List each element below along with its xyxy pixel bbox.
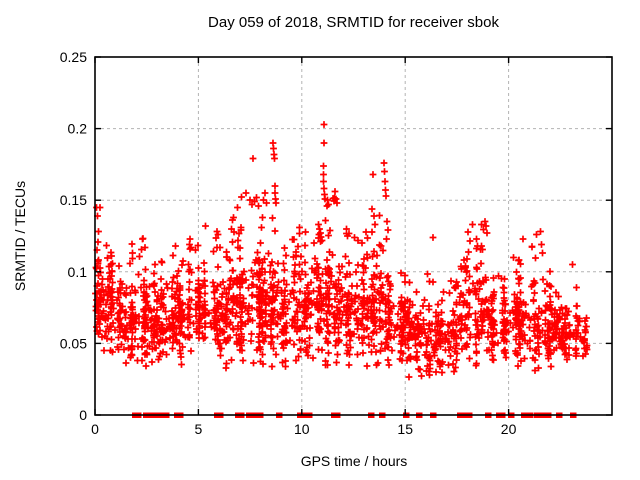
x-tick-label: 15 (397, 421, 413, 437)
x-axis-label: GPS time / hours (300, 453, 408, 469)
y-tick-label: 0.1 (68, 264, 88, 280)
y-axis-label: SRMTID / TECUs (12, 180, 28, 292)
y-tick-label: 0.25 (60, 49, 87, 65)
x-tick-label: 20 (501, 421, 517, 437)
chart-title: Day 059 of 2018, SRMTID for receiver sbo… (208, 14, 499, 31)
zero-value-markers (132, 412, 577, 418)
plot-border (94, 56, 613, 416)
y-tick-label: 0 (79, 407, 87, 423)
y-tick-label: 0.2 (68, 121, 88, 137)
data-points (92, 121, 591, 418)
y-tick-label: 0.15 (60, 192, 87, 208)
axis-ticks: 0 5 10 15 20 0 0.05 0.1 0.15 0.2 0.25 (60, 49, 612, 437)
y-tick-label: 0.05 (60, 335, 87, 351)
x-tick-label: 5 (195, 421, 203, 437)
x-tick-label: 10 (294, 421, 310, 437)
x-tick-label: 0 (91, 421, 99, 437)
